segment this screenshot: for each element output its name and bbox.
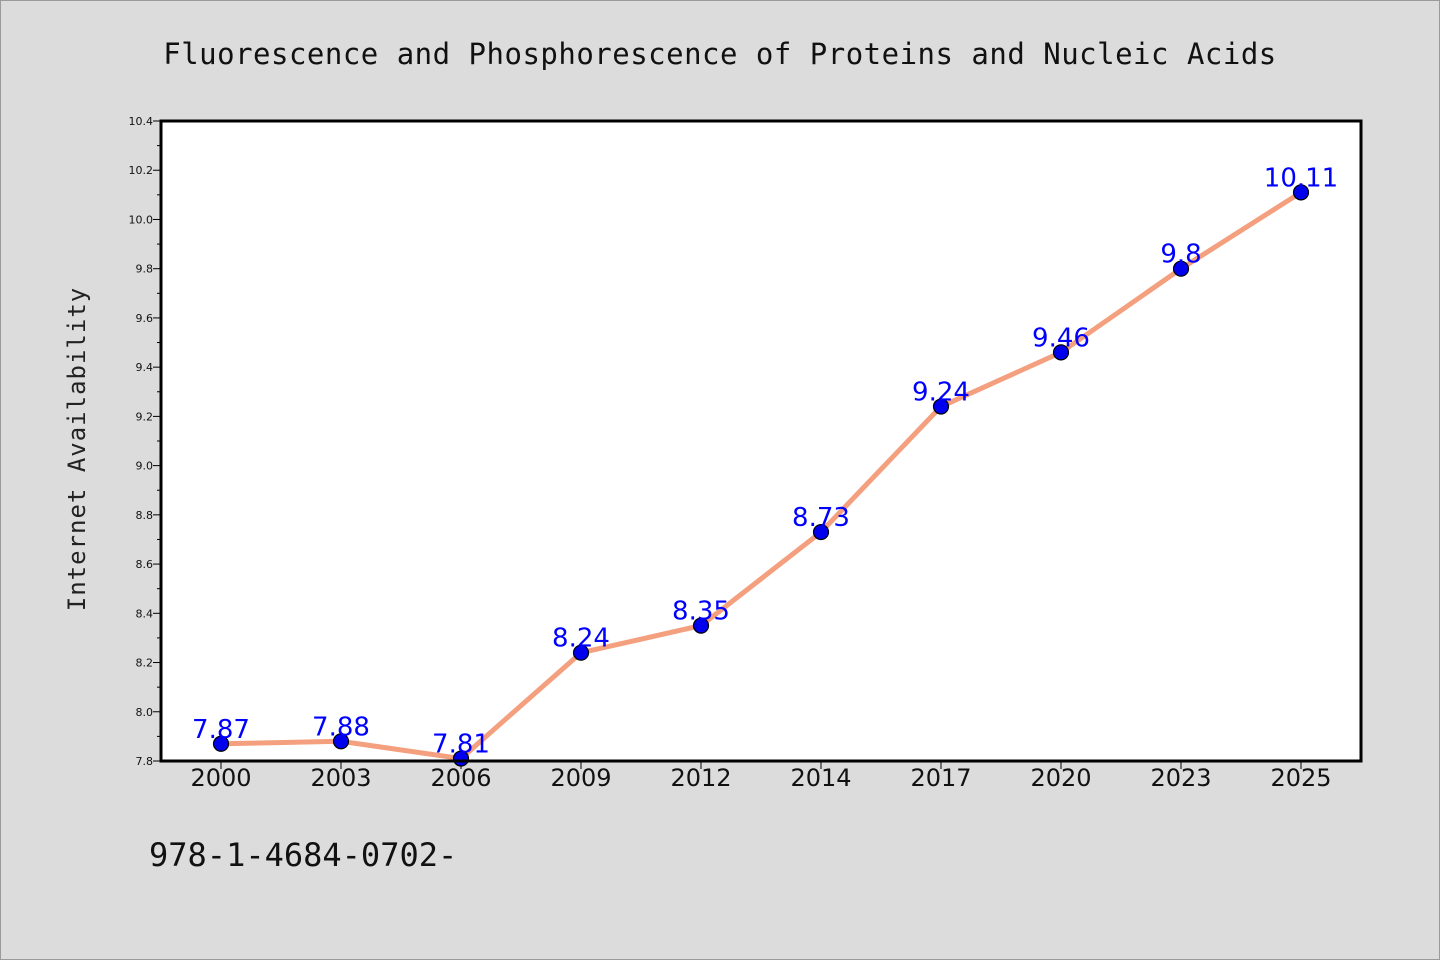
y-tick-label: 9.0 [136,460,154,473]
series-line [218,189,1304,762]
series-layer [212,184,1310,767]
y-tick-label: 9.8 [136,263,154,276]
data-label: 9.8 [1160,240,1201,270]
data-label: 9.24 [912,378,970,408]
y-tick-label: 10.0 [129,213,154,226]
data-point [692,617,710,634]
x-tick-label: 2006 [430,764,491,792]
data-point [1292,184,1310,201]
y-tick-label: 9.4 [136,361,154,374]
x-tick-label: 2025 [1270,764,1331,792]
data-label: 7.81 [432,730,490,760]
y-tick-label: 8.2 [136,657,154,670]
data-point [812,523,830,541]
y-tick-label: 8.8 [136,509,154,522]
x-tick-label: 2020 [1030,764,1091,792]
chart-title: Fluorescence and Phosphorescence of Prot… [163,37,1277,71]
data-labels: 7.87 7.88 7.81 8.24 8.35 8.73 9.24 9.46 9.8 10.11 [192,163,1338,759]
x-tick-label: 2014 [790,764,851,792]
x-tick-label: 2017 [910,764,971,792]
y-tick-label: 8.6 [136,558,154,571]
y-axis-ticks: 7.8 8.0 8.2 8.4 8.6 8.8 9.0 9.2 9.4 9.6 9.8 10.0 10.… [129,115,161,768]
y-tick-label: 8.4 [136,607,154,620]
data-label: 7.87 [192,715,250,745]
data-point [332,733,350,750]
x-tick-label: 2000 [190,764,251,792]
data-label: 8.73 [792,503,850,533]
y-tick-label: 7.8 [136,755,154,768]
y-tick-label: 9.2 [136,410,154,423]
x-axis-ticks: 2000 2003 2006 2009 2012 2014 2017 2020 2023 2025 [190,761,1332,792]
data-point [1052,344,1070,361]
y-axis-label: Internet Availability [63,287,91,611]
data-label: 9.46 [1032,323,1090,353]
plot-frame [159,119,1363,763]
y-tick-label: 8.0 [136,706,154,719]
y-tick-label: 10.4 [129,115,154,128]
data-point [932,398,950,415]
data-label: 8.35 [672,597,730,627]
data-label: 7.88 [312,712,370,742]
data-label: 10.11 [1264,163,1338,193]
y-tick-label: 9.6 [136,312,154,325]
plot-area [161,121,1361,761]
x-tick-label: 2012 [670,764,731,792]
data-point [572,644,590,661]
data-point [212,735,230,752]
x-tick-label: 2009 [550,764,611,792]
x-tick-label: 2003 [310,764,371,792]
data-label: 8.24 [552,624,610,654]
y-tick-label: 10.2 [129,164,154,177]
footer-isbn: 978-1-4684-0702- [149,836,457,874]
data-point [1172,260,1190,277]
x-tick-label: 2023 [1150,764,1211,792]
